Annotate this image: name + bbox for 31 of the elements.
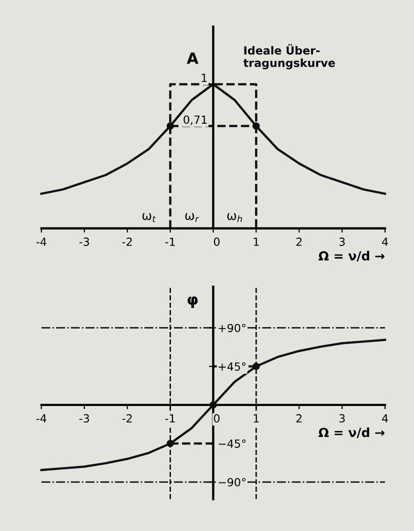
x-tick-label: 0 [214,238,220,246]
x-tick-label: 3 [339,238,345,246]
y-tick-label: +90° [218,324,246,332]
x-tick-label: 0 [214,414,220,423]
annotation: ω$_{h}$ [227,213,242,222]
x-tick-label: -1 [165,238,175,246]
x-tick-label: -3 [79,238,89,246]
x-tick-label: -1 [165,414,175,422]
x-tick-label: -4 [36,238,46,246]
x-tick-label: -2 [122,414,132,422]
y-tick-label: 0,71 [184,115,207,125]
y-tick-label: +45° [218,362,246,371]
annotation: ω$_{t}$ [142,213,156,222]
x-tick-label: 3 [339,414,345,423]
y-axis-title: φ [188,296,198,308]
x-tick-label: 4 [382,414,388,422]
x-tick-label: 2 [296,414,302,422]
x-tick-label: 2 [296,238,302,246]
annotation: ω$_{r}$ [185,213,200,222]
y-tick-label: −45° [218,439,246,448]
annotation: Ideale Über- tragungskurve [243,44,335,70]
y-axis-title: A [186,52,198,64]
x-axis-title: Ω = ν/d → [318,427,384,438]
x-tick-label: 4 [382,238,388,246]
x-tick-label: -3 [79,414,89,423]
x-axis-title: Ω = ν/d → [318,250,384,262]
x-tick-label: -2 [122,238,132,246]
y-tick-label: −90° [218,478,246,486]
x-tick-label: 1 [254,414,259,422]
x-tick-label: -4 [36,414,46,422]
x-tick-label: 1 [254,238,259,246]
